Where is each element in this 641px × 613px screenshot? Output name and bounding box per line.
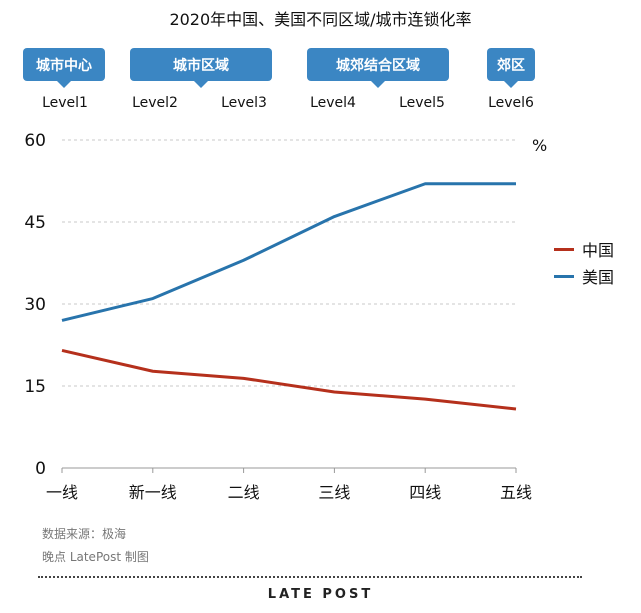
chart-title: 2020年中国、美国不同区域/城市连锁化率: [169, 10, 472, 29]
legend-swatch-china: [554, 247, 574, 251]
legend-usa: 美国: [554, 264, 614, 288]
level-2-label: Level2: [132, 95, 178, 111]
source-line-2: 晚点 LatePost 制图: [42, 550, 149, 564]
y-tick-label: 60: [24, 131, 46, 151]
x-tick-label: 四线: [409, 483, 441, 502]
level-6-label: Level6: [488, 95, 534, 111]
legend-label-usa: 美国: [582, 268, 615, 287]
series-line-china: [61, 349, 517, 411]
zone-badge-city-center: 城市中心: [23, 48, 105, 88]
y-tick-label: 45: [24, 213, 46, 233]
level-3-label: Level3: [221, 95, 267, 111]
legend-label-china: 中国: [582, 241, 615, 260]
y-tick-label: 15: [24, 377, 46, 397]
zone-badge-city-area: 城市区域: [130, 48, 272, 88]
x-tick-label: 新一线: [129, 483, 177, 502]
legend-swatch-usa: [554, 274, 574, 278]
zone-badge-suburb: 郊区: [487, 48, 535, 88]
level-4-label: Level4: [310, 95, 356, 111]
series-line-usa: [61, 182, 516, 322]
x-tick-label: 三线: [318, 483, 350, 502]
x-tick-label: 五线: [500, 483, 532, 502]
level-1-label: Level1: [42, 95, 88, 111]
x-tick-label: 二线: [228, 483, 260, 502]
level-5-label: Level5: [399, 95, 445, 111]
y-tick-label: 30: [24, 295, 46, 315]
x-tick-label: 一线: [46, 483, 78, 502]
y-unit-label: %: [532, 136, 547, 155]
source-line-1: 数据来源：极海: [42, 527, 127, 541]
y-tick-label: 0: [35, 459, 46, 479]
zone-badge-suburban-fringe: 城郊结合区域: [307, 48, 449, 88]
legend-china: 中国: [554, 237, 614, 261]
footer-divider: [38, 576, 582, 578]
brand-logo: LATE POST: [267, 587, 374, 602]
